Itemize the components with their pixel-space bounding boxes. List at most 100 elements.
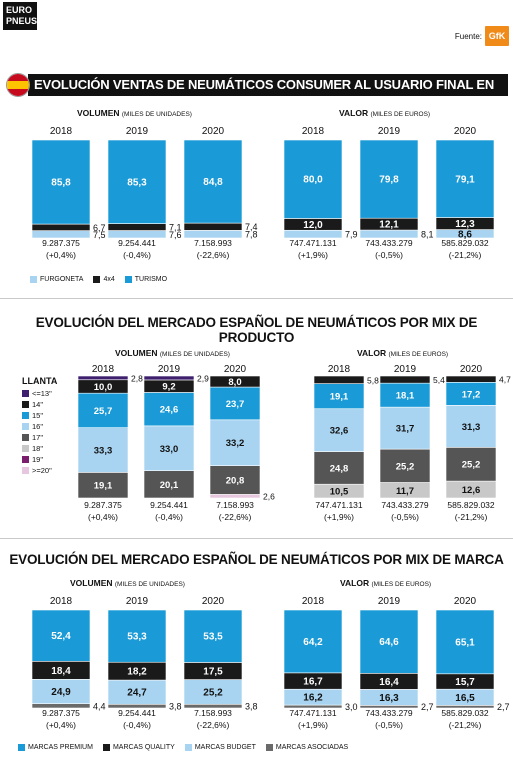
legend-furgoneta: FURGONETA bbox=[30, 276, 83, 283]
logo-line-2: PNEUS bbox=[6, 16, 38, 26]
data-label: 25,7 bbox=[94, 406, 113, 417]
data-label: 7,6 bbox=[169, 230, 182, 240]
data-label: 4,7 bbox=[499, 375, 511, 385]
year-label: 2018 bbox=[50, 596, 73, 607]
legend-asociadas: MARCAS ASOCIADAS bbox=[265, 744, 348, 751]
data-label: 3,0 bbox=[345, 702, 358, 712]
data-label: 16,5 bbox=[455, 693, 475, 704]
data-label: 65,1 bbox=[455, 637, 475, 648]
change-label: (-0,4%) bbox=[155, 512, 183, 522]
year-label: 2020 bbox=[202, 126, 225, 137]
gfk-logo: GfK bbox=[485, 26, 509, 46]
total-label: 747.471.131 bbox=[289, 238, 337, 248]
data-label: 85,3 bbox=[127, 177, 147, 188]
data-label: 8,6 bbox=[458, 229, 472, 240]
change-label: (+1,9%) bbox=[324, 512, 354, 522]
data-label: 84,8 bbox=[203, 177, 223, 188]
total-label: 9.287.375 bbox=[84, 500, 122, 510]
total-label: 9.254.441 bbox=[118, 708, 156, 718]
data-label: 24,6 bbox=[160, 405, 179, 416]
data-label: 32,6 bbox=[330, 426, 349, 437]
year-label: 2019 bbox=[158, 364, 181, 375]
year-label: 2019 bbox=[394, 364, 417, 375]
data-label: 17,5 bbox=[203, 667, 223, 678]
total-label: 585.829.032 bbox=[441, 238, 489, 248]
data-label: 53,3 bbox=[127, 632, 147, 643]
data-label: 12,3 bbox=[455, 219, 475, 230]
data-label: 5,8 bbox=[367, 375, 379, 385]
data-label: 19,1 bbox=[330, 392, 349, 403]
s2-vol-subtitle: VOLUMEN (MILES DE UNIDADES) bbox=[115, 348, 230, 358]
bar-segment bbox=[445, 375, 497, 383]
bar-segment bbox=[379, 448, 431, 483]
bar-segment bbox=[209, 375, 261, 388]
data-label: 12,1 bbox=[379, 220, 399, 231]
bar-segment bbox=[209, 386, 261, 421]
legend-premium: MARCAS PREMIUM bbox=[18, 744, 93, 751]
bar-segment bbox=[379, 375, 431, 384]
total-label: 585.829.032 bbox=[441, 708, 489, 718]
section3-title: EVOLUCIÓN DEL MERCADO ESPAÑOL DE NEUMÁTI… bbox=[9, 552, 504, 567]
data-label: 16,2 bbox=[303, 693, 323, 704]
year-label: 2020 bbox=[454, 596, 477, 607]
data-label: 52,4 bbox=[51, 631, 71, 642]
bar-segment bbox=[283, 139, 343, 219]
bar-segment bbox=[77, 392, 129, 428]
bar-segment bbox=[435, 609, 495, 675]
bar-segment bbox=[107, 609, 167, 663]
data-label: 18,2 bbox=[127, 667, 147, 678]
data-label: 33,2 bbox=[226, 438, 245, 449]
change-label: (-0,5%) bbox=[391, 512, 419, 522]
bar-segment bbox=[359, 139, 419, 219]
bar-segment bbox=[31, 139, 91, 225]
year-label: 2020 bbox=[454, 126, 477, 137]
data-label: 2,8 bbox=[131, 373, 143, 383]
bar-segment bbox=[143, 425, 195, 471]
year-label: 2018 bbox=[92, 364, 115, 375]
s3-value-chart: 2018 3,0 16,2 16,7 64,2 747.471.131 (+1,9%) 201… bbox=[283, 596, 510, 730]
bar-segment bbox=[283, 609, 343, 674]
data-label: 33,0 bbox=[160, 444, 179, 455]
s1-volume-chart: 2018 7,56,7 85,8 9.287.375 (+0,4%) 2019 7,67,1… bbox=[31, 126, 258, 260]
bar-segment bbox=[77, 472, 129, 499]
data-label: 15,7 bbox=[455, 677, 475, 688]
data-label: 2,6 bbox=[263, 492, 275, 502]
data-label: 7,4 bbox=[245, 222, 258, 232]
data-label: 18,4 bbox=[51, 666, 71, 677]
data-label: 33,3 bbox=[94, 446, 113, 457]
total-label: 9.254.441 bbox=[118, 238, 156, 248]
bar-segment bbox=[283, 229, 343, 239]
llanta-legend: LLANTA <=13" 14" 15" 16" 17" 18" 19" >=2… bbox=[22, 376, 58, 475]
change-label: (-21,2%) bbox=[449, 250, 482, 260]
divider bbox=[0, 538, 513, 539]
bar-segment bbox=[77, 427, 129, 473]
data-label: 17,2 bbox=[462, 389, 481, 400]
total-label: 7.158.993 bbox=[194, 708, 232, 718]
data-label: 7,9 bbox=[345, 230, 358, 240]
data-label: 64,2 bbox=[303, 637, 323, 648]
year-label: 2018 bbox=[302, 596, 325, 607]
change-label: (-0,5%) bbox=[375, 720, 403, 730]
total-label: 747.471.131 bbox=[315, 500, 363, 510]
total-label: 743.433.279 bbox=[381, 500, 429, 510]
bar-segment bbox=[313, 375, 365, 384]
data-label: 12,6 bbox=[462, 485, 481, 496]
s3-vol-subtitle: VOLUMEN (MILES DE UNIDADES) bbox=[70, 578, 185, 588]
s1-val-subtitle: VALOR (MILES DE EUROS) bbox=[339, 108, 430, 118]
data-label: 18,1 bbox=[396, 391, 415, 402]
data-label: 4,4 bbox=[93, 701, 106, 711]
data-label: 53,5 bbox=[203, 632, 223, 643]
year-label: 2019 bbox=[126, 596, 149, 607]
bar-segment bbox=[31, 609, 91, 662]
bar-segment bbox=[445, 405, 497, 448]
total-label: 9.254.441 bbox=[150, 500, 188, 510]
total-label: 747.471.131 bbox=[289, 708, 337, 718]
s2-value-chart: 2018 10,5 24,8 32,6 19,1 5,8 747.471.131 (+1,9%… bbox=[313, 364, 511, 522]
s1-value-chart: 2018 7,9 12,0 80,0 747.471.131 (+1,9%) 2019 8,1… bbox=[283, 126, 495, 260]
data-label: 79,8 bbox=[379, 175, 399, 186]
data-label: 7,8 bbox=[245, 230, 258, 240]
bar-segment bbox=[31, 223, 91, 231]
data-label: 8,1 bbox=[421, 230, 434, 240]
bar-segment bbox=[313, 383, 365, 410]
total-label: 743.433.279 bbox=[365, 238, 413, 248]
